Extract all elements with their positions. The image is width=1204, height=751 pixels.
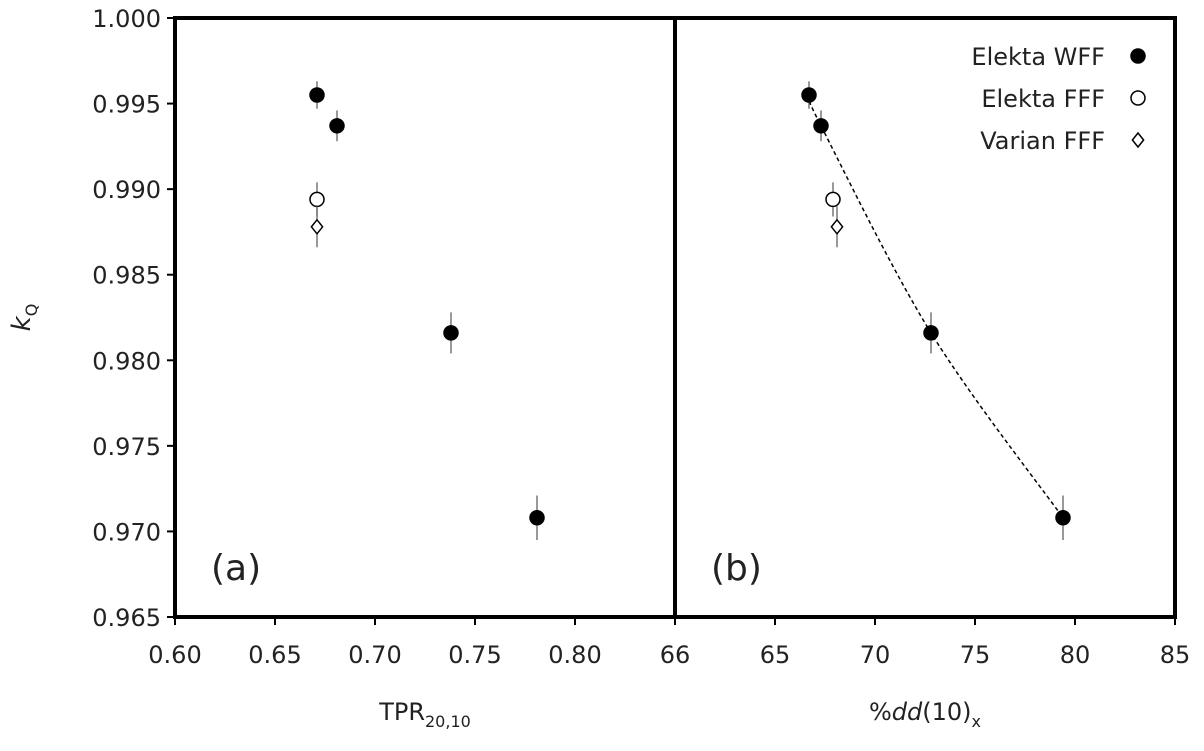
y-axis-label: kQ: [7, 304, 41, 332]
marker: [329, 118, 345, 134]
y-label-text: k: [7, 315, 37, 331]
marker: [309, 191, 325, 208]
x-tick-label: 65: [760, 641, 791, 669]
x-tick-label: 0.70: [348, 641, 401, 669]
x-label-part: %: [869, 698, 892, 726]
legend-marker: [1131, 131, 1145, 149]
x-label-text: TPR: [378, 698, 425, 726]
legend-marker: [1130, 90, 1146, 106]
y-tick-label: 0.985: [92, 262, 161, 290]
marker: [923, 325, 939, 341]
x-tick-label: 80: [1060, 641, 1091, 669]
panel-label: (b): [711, 548, 762, 589]
legend-marker: [1130, 48, 1146, 64]
y-tick-label: 0.970: [92, 518, 161, 546]
y-tick-label: 0.995: [92, 91, 161, 119]
legend-label: Varian FFF: [980, 127, 1105, 155]
x-axis-label: %dd(10)x: [869, 698, 981, 731]
x-tick-label: 66: [660, 641, 691, 669]
plot-frame: [173, 16, 677, 619]
y-tick-label: 0.980: [92, 347, 161, 375]
x-axis-label: TPR20,10: [378, 698, 471, 731]
x-label-sub: x: [972, 712, 981, 731]
marker: [813, 118, 829, 134]
x-tick-label: 85: [1160, 641, 1191, 669]
x-tick-label: 0.65: [248, 641, 301, 669]
legend-label: Elekta WFF: [971, 43, 1105, 71]
plot-frame: [673, 16, 1177, 619]
panel-label: (a): [211, 548, 261, 589]
x-tick-label: 75: [960, 641, 991, 669]
marker: [830, 218, 844, 235]
x-label-part: dd: [892, 698, 923, 726]
marker: [1055, 509, 1071, 526]
legend-label: Elekta FFF: [981, 85, 1105, 113]
marker: [309, 87, 325, 103]
marker: [529, 509, 545, 526]
x-tick-label: 0.60: [148, 641, 201, 669]
marker: [310, 218, 324, 235]
y-label-sub: Q: [22, 304, 41, 317]
y-tick-label: 0.965: [92, 604, 161, 632]
y-tick-label: 0.975: [92, 433, 161, 461]
marker: [801, 87, 817, 103]
marker: [443, 325, 459, 341]
trendline: [807, 94, 1064, 519]
x-tick-label: 0.75: [448, 641, 501, 669]
y-tick-label: 1.000: [92, 5, 161, 33]
x-tick-label: 0.80: [548, 641, 601, 669]
x-tick-label: 70: [860, 641, 891, 669]
marker: [825, 191, 841, 208]
x-label-part: (10): [922, 698, 971, 726]
y-tick-label: 0.990: [92, 176, 161, 204]
x-label-sub: 20,10: [425, 712, 471, 731]
